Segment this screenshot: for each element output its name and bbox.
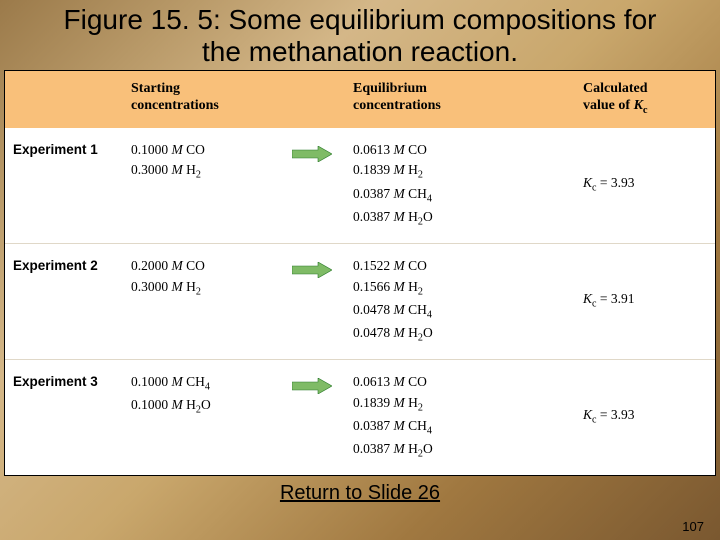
starting-concentrations: 0.1000 M CO0.3000 M H2 (123, 128, 279, 244)
kc-value: Kc = 3.93 (575, 359, 715, 475)
equilibrium-table: Startingconcentrations Equilibriumconcen… (4, 70, 716, 475)
table-header-row: Startingconcentrations Equilibriumconcen… (5, 71, 715, 127)
experiment-label: Experiment 2 (5, 243, 123, 359)
col-header-eq: Equilibriumconcentrations (345, 71, 575, 127)
arrow-cell (279, 243, 345, 359)
slide-number: 107 (682, 519, 704, 534)
slide-title: Figure 15. 5: Some equilibrium compositi… (0, 4, 720, 68)
col-header-arrow (279, 71, 345, 127)
arrow-cell (279, 359, 345, 475)
col-header-start: Startingconcentrations (123, 71, 279, 127)
arrow-icon (292, 378, 332, 394)
equilibrium-concentrations: 0.0613 M CO0.1839 M H20.0387 M CH40.0387… (345, 359, 575, 475)
kc-value: Kc = 3.93 (575, 128, 715, 244)
equilibrium-concentrations: 0.0613 M CO0.1839 M H20.0387 M CH40.0387… (345, 128, 575, 244)
col-header-kc: Calculatedvalue of Kc (575, 71, 715, 127)
table-row: Experiment 10.1000 M CO0.3000 M H2 0.0613… (5, 128, 715, 244)
equilibrium-concentrations: 0.1522 M CO0.1566 M H20.0478 M CH40.0478… (345, 243, 575, 359)
col-header-experiment (5, 71, 123, 127)
arrow-cell (279, 128, 345, 244)
starting-concentrations: 0.2000 M CO0.3000 M H2 (123, 243, 279, 359)
table-row: Experiment 30.1000 M CH40.1000 M H2O 0.06… (5, 359, 715, 475)
arrow-icon (292, 146, 332, 162)
return-link[interactable]: Return to Slide 26 (0, 482, 720, 505)
table-row: Experiment 20.2000 M CO0.3000 M H2 0.1522… (5, 243, 715, 359)
starting-concentrations: 0.1000 M CH40.1000 M H2O (123, 359, 279, 475)
experiment-label: Experiment 3 (5, 359, 123, 475)
kc-value: Kc = 3.91 (575, 243, 715, 359)
experiment-label: Experiment 1 (5, 128, 123, 244)
arrow-icon (292, 262, 332, 278)
